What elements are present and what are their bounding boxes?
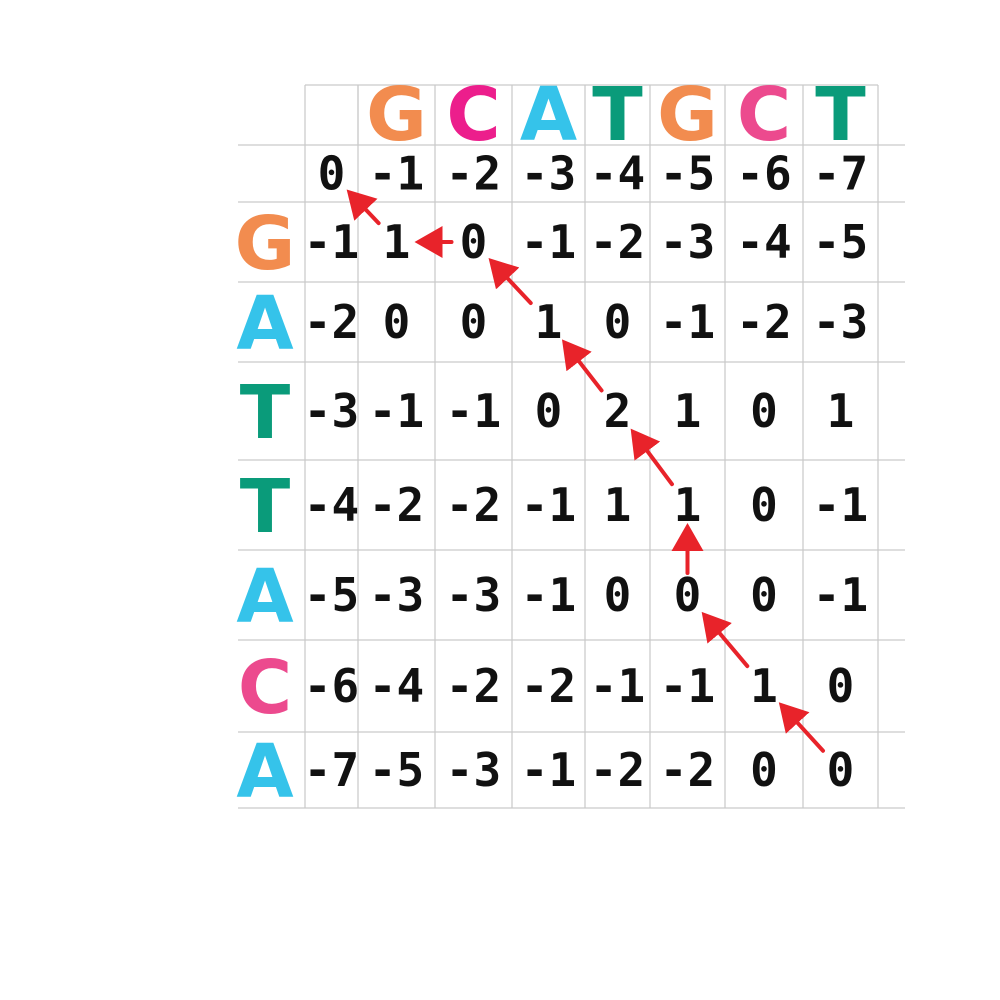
matrix-cell: -1 [369,147,424,201]
matrix-cell: 1 [535,295,563,349]
matrix-cell: -1 [521,568,576,622]
matrix-cell: -3 [660,215,715,269]
matrix-cell: 0 [827,659,855,713]
left-sequence-letter: G [235,201,296,287]
matrix-cell: -3 [446,568,501,622]
matrix-cell: -2 [590,215,645,269]
matrix-cell: -4 [736,215,791,269]
matrix-cell: -2 [446,478,501,532]
matrix-cell: -1 [521,215,576,269]
matrix-cell: -2 [304,295,359,349]
matrix-cell: -2 [521,659,576,713]
matrix-cell: -3 [369,568,424,622]
left-sequence-letter: A [236,281,293,367]
traceback-arrow [561,339,604,393]
matrix-cell: 0 [318,147,346,201]
matrix-cell: -2 [446,147,501,201]
matrix-cell: 1 [674,478,702,532]
matrix-cell: -1 [521,743,576,797]
matrix-cell: 0 [750,478,778,532]
traceback-arrow [778,702,825,753]
matrix-cell: 0 [674,568,702,622]
matrix-cell: -3 [446,743,501,797]
matrix-cell: -1 [590,659,645,713]
matrix-cell: 1 [674,384,702,438]
left-sequence-letter: A [236,729,293,815]
matrix-cell: 1 [827,384,855,438]
matrix-cell: -7 [304,743,359,797]
left-sequence-letter: T [240,370,291,456]
matrix-cell: -6 [736,147,791,201]
matrix-cell: -5 [660,147,715,201]
matrix-cell: -1 [369,384,424,438]
matrix-cell: -3 [304,384,359,438]
top-sequence-letter: G [366,72,427,158]
matrix-cell: 0 [604,568,632,622]
top-sequence-letter: C [737,72,791,158]
matrix-cell: -6 [304,659,359,713]
matrix-cell: -1 [446,384,501,438]
matrix-cell: 1 [604,478,632,532]
top-sequence-letter: G [657,72,718,158]
traceback-arrow [346,189,381,226]
matrix-cell: -1 [813,568,868,622]
matrix-cell: -2 [369,478,424,532]
matrix-cell: -5 [304,568,359,622]
traceback-arrows [346,189,825,753]
matrix-cell: -1 [304,215,359,269]
matrix-cell: -2 [736,295,791,349]
matrix-cell: -5 [813,215,868,269]
matrix-cell: 0 [750,743,778,797]
matrix-cell: 2 [604,384,632,438]
matrix-cell: -1 [813,478,868,532]
score-cells: 0 -1 -2 -3 -4 -5 -6 -7-1 1 0 -1 -2 -3 -4 -5-2 0 0 1 0 -1 -2-… [304,147,868,798]
traceback-arrow [488,258,533,306]
matrix-cell: -1 [521,478,576,532]
matrix-cell: 1 [383,215,411,269]
traceback-arrow [630,428,674,487]
matrix-cell: 0 [604,295,632,349]
matrix-cell: 0 [383,295,411,349]
left-sequence-letter: T [240,464,291,550]
matrix-cell: 0 [750,568,778,622]
matrix-cell: 0 [827,743,855,797]
matrix-cell: -5 [369,743,424,797]
left-sequence-letter: C [238,645,292,731]
matrix-cell: -4 [369,659,424,713]
top-sequence-letter: C [446,72,500,158]
traceback-arrow [701,611,750,669]
top-sequence-letter: A [520,72,577,158]
matrix-cell: 0 [750,384,778,438]
matrix-cell: 0 [460,215,488,269]
left-sequence-letter: A [236,554,293,640]
matrix-cell: -2 [660,743,715,797]
matrix-cell: -2 [590,743,645,797]
matrix-cell: -4 [304,478,359,532]
matrix-cell: -7 [813,147,868,201]
top-sequence-letter: T [815,72,866,158]
matrix-cell: 0 [535,384,563,438]
matrix-cell: -1 [660,295,715,349]
matrix-cell: -3 [813,295,868,349]
matrix-cell: 0 [460,295,488,349]
matrix-cell: 1 [750,659,778,713]
matrix-cell: -1 [660,659,715,713]
matrix-cell: -3 [521,147,576,201]
matrix-cell: -2 [446,659,501,713]
top-sequence-letter: T [592,72,643,158]
matrix-cell: -4 [590,147,645,201]
